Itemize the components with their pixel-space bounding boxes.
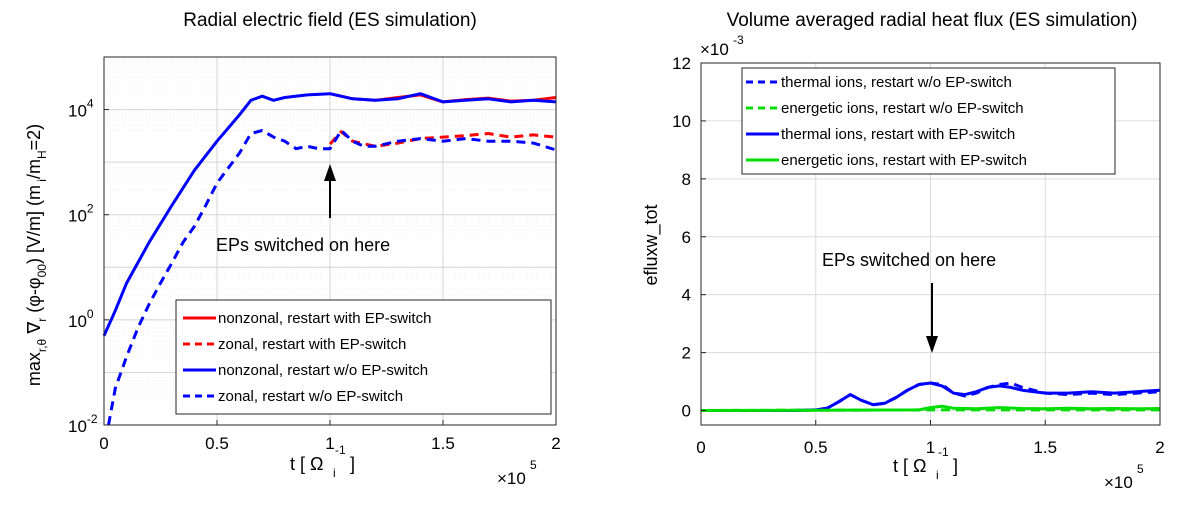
right-y-tick-label: 4 — [682, 286, 691, 305]
left-y-tick-base: 10 — [68, 417, 87, 436]
left-x-tick-label: 1 — [325, 434, 334, 453]
right-x-label-sub: i — [936, 468, 939, 482]
right-x-label-exp: -1 — [938, 445, 949, 459]
right-y-multiplier: ×10 -3 — [700, 33, 744, 59]
left-y-tick-label: 102 — [68, 202, 94, 226]
left-legend-label-0: nonzonal, restart with EP-switch — [218, 310, 431, 327]
right-annotation: EPs switched on here — [822, 250, 996, 353]
right-legend-label-0: thermal ions, restart w/o EP-switch — [781, 74, 1012, 91]
left-annotation-arrowhead — [324, 164, 336, 181]
right-y-tick-label: 12 — [672, 54, 691, 73]
left-x-multiplier: ×10 5 — [497, 458, 537, 488]
left-x-tick-label: 0 — [99, 434, 108, 453]
left-annotation: EPs switched on here — [216, 164, 390, 255]
right-legend-label-3: energetic ions, restart with EP-switch — [781, 152, 1027, 169]
left-series-line-3 — [107, 129, 557, 426]
right-y-axis-label: efluxw_tot — [641, 204, 662, 285]
left-y-tick-label: 10-2 — [68, 412, 98, 436]
left-legend: nonzonal, restart with EP-switch zonal, r… — [175, 299, 552, 415]
right-x-mult-exp: 5 — [1137, 462, 1144, 476]
right-x-tick-label: 2 — [1155, 438, 1164, 457]
left-y-tick-base: 10 — [68, 102, 87, 121]
right-x-tick-label: 0.5 — [804, 438, 828, 457]
right-y-tick-label: 6 — [682, 228, 691, 247]
right-y-tick-label: 8 — [682, 170, 691, 189]
left-x-label-prefix: t [ Ω — [290, 454, 323, 474]
left-chart-title: Radial electric field (ES simulation) — [183, 10, 477, 31]
right-x-tick-label: 1 — [926, 438, 935, 457]
left-x-mult-exp: 5 — [530, 458, 537, 472]
right-x-multiplier: ×10 5 — [1104, 462, 1144, 492]
right-x-tick-label: 1.5 — [1033, 438, 1057, 457]
right-x-label-prefix: t [ Ω — [893, 456, 926, 476]
right-x-axis-label: t [ Ω -1 i ] — [893, 445, 958, 482]
left-x-label-sub: i — [333, 466, 336, 480]
right-y-tick-label: 2 — [682, 344, 691, 363]
left-y-axis-label: maxr,θ ∇r (φ-φ00) [V/m] (m i/mH=2) — [24, 124, 49, 386]
right-chart: Volume averaged radial heat flux (ES sim… — [641, 10, 1165, 492]
left-legend-entries: nonzonal, restart with EP-switch zonal, r… — [183, 310, 431, 405]
left-series-line-1 — [328, 130, 557, 148]
right-y-tick-label: 0 — [682, 402, 691, 421]
left-x-axis-label: t [ Ω -1 i ] — [290, 443, 355, 480]
left-x-mult-base: ×10 — [497, 469, 526, 488]
right-legend: thermal ions, restart w/o EP-switch energ… — [741, 67, 1116, 175]
left-annotation-text: EPs switched on here — [216, 235, 390, 255]
right-legend-label-1: energetic ions, restart w/o EP-switch — [781, 100, 1024, 117]
right-chart-title: Volume averaged radial heat flux (ES sim… — [727, 10, 1138, 31]
left-y-tick-label: 104 — [68, 97, 94, 121]
left-x-label-suffix: ] — [350, 454, 355, 474]
left-y-tick-base: 10 — [68, 207, 87, 226]
right-legend-entries: thermal ions, restart w/o EP-switch energ… — [746, 74, 1027, 169]
left-y-tick-exp: -2 — [87, 412, 98, 426]
right-series-line-2 — [701, 381, 1161, 412]
right-y-mult-exp: -3 — [733, 33, 744, 47]
left-series-line-2 — [102, 92, 557, 337]
left-x-tick-label: 1.5 — [431, 434, 455, 453]
left-y-tick-base: 10 — [68, 312, 87, 331]
left-x-label-exp: -1 — [335, 443, 346, 457]
left-x-tick-label: 0.5 — [205, 434, 229, 453]
right-series — [700, 381, 1161, 412]
right-annotation-arrowhead — [926, 336, 938, 353]
right-x-ticks: 0 0.5 1 1.5 2 — [696, 420, 1165, 457]
left-y-tick-label: 100 — [68, 307, 94, 331]
right-x-label-suffix: ] — [953, 456, 958, 476]
left-y-tick-exp: 4 — [87, 97, 94, 111]
left-legend-label-1: zonal, restart with EP-switch — [218, 336, 406, 353]
right-y-tick-label: 10 — [672, 112, 691, 131]
right-y-ticks: 0 2 4 6 8 10 12 — [672, 54, 706, 421]
left-legend-box — [175, 299, 552, 415]
right-x-tick-label: 0 — [696, 438, 705, 457]
right-series-line-3 — [700, 404, 1161, 412]
left-series — [102, 92, 557, 426]
left-legend-label-2: nonzonal, restart w/o EP-switch — [218, 362, 428, 379]
left-x-ticks: 0 0.5 1 1.5 2 — [99, 420, 561, 453]
left-y-tick-exp: 2 — [87, 202, 94, 216]
right-x-mult-base: ×10 — [1104, 473, 1133, 492]
left-legend-label-3: zonal, restart w/o EP-switch — [218, 388, 403, 405]
right-legend-box — [741, 67, 1116, 175]
left-x-tick-label: 2 — [551, 434, 560, 453]
right-annotation-text: EPs switched on here — [822, 250, 996, 270]
right-legend-label-2: thermal ions, restart with EP-switch — [781, 126, 1015, 143]
right-y-mult-base: ×10 — [700, 40, 729, 59]
left-y-tick-exp: 0 — [87, 307, 94, 321]
